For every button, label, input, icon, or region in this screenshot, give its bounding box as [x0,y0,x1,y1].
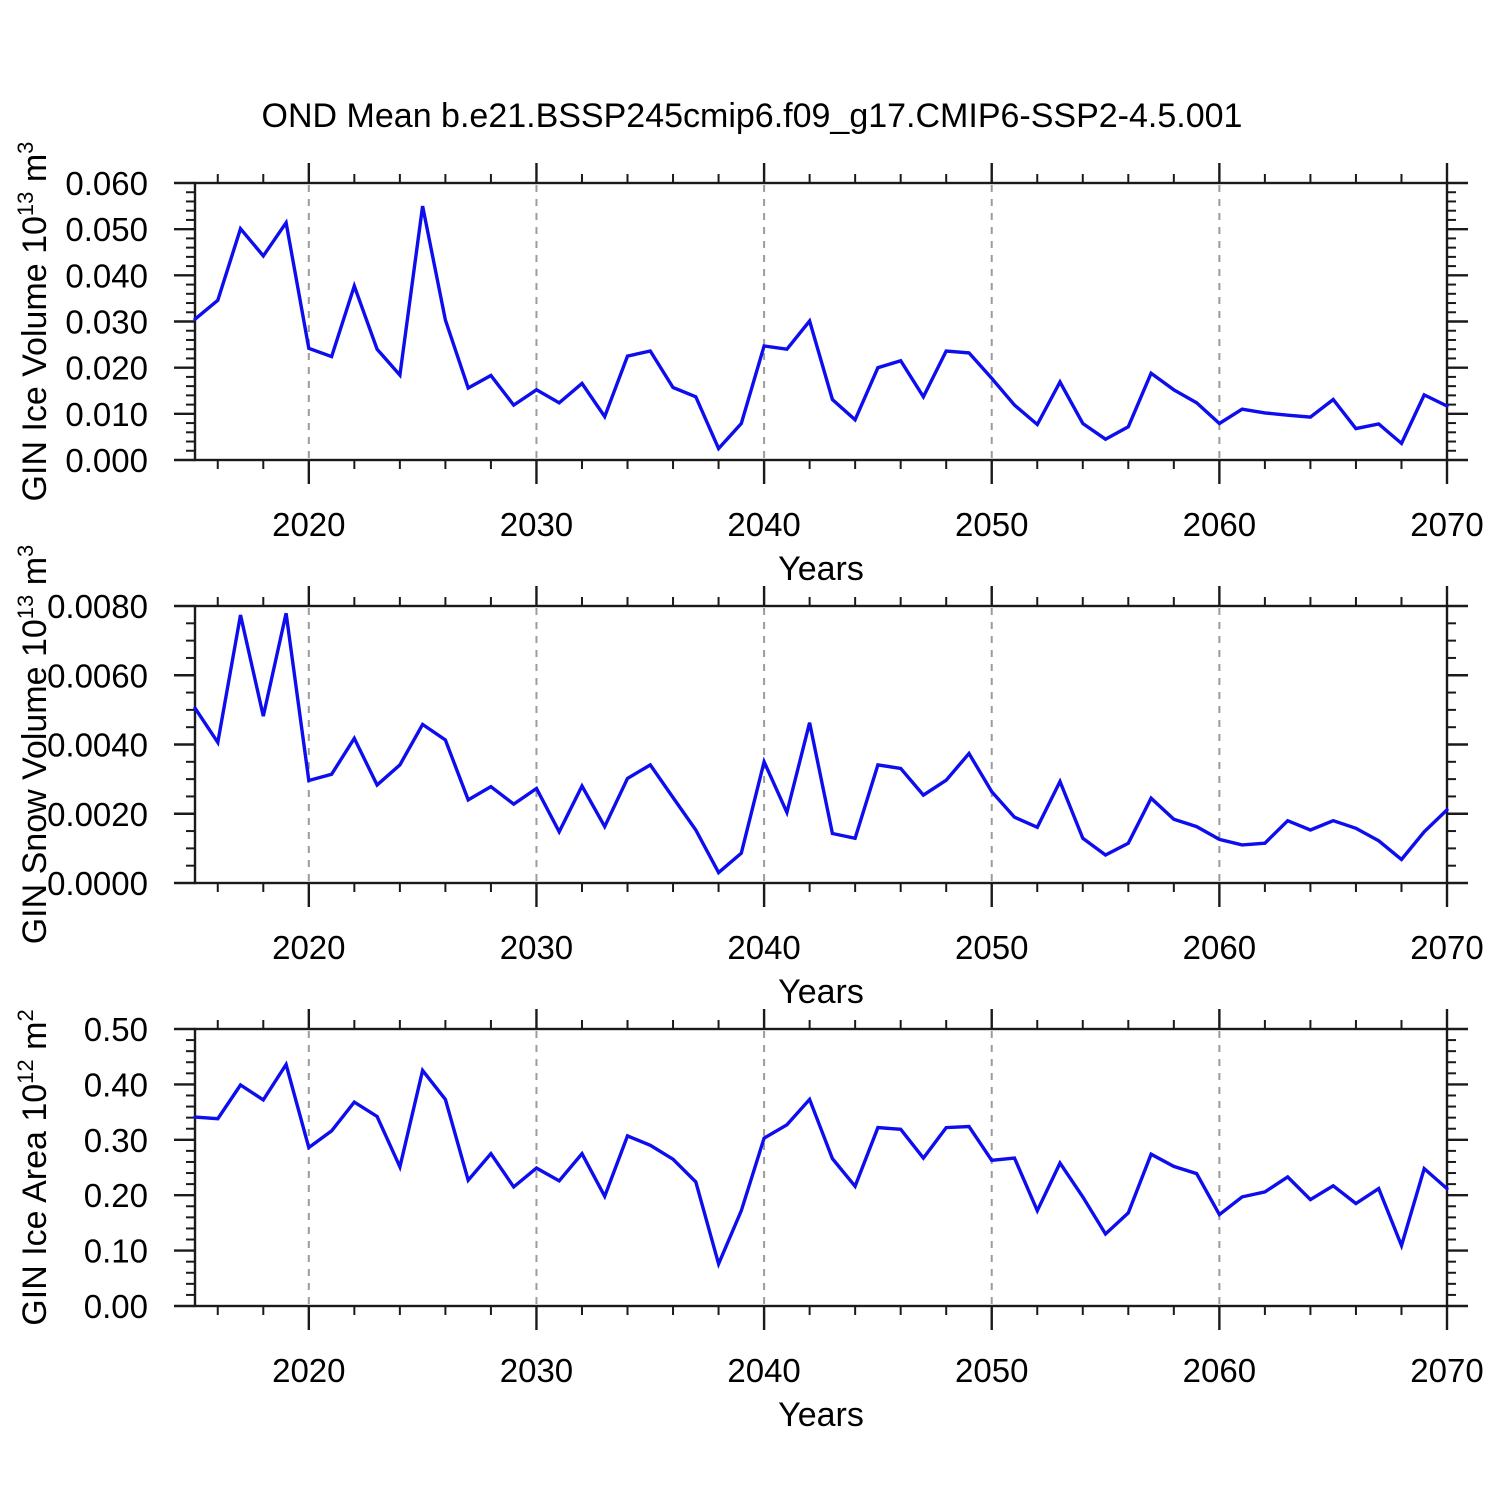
y-tick-label: 0.020 [65,350,148,387]
y-axis-title: GIN Snow Volume 1013 m3 [13,545,54,945]
x-tick-label: 2070 [1410,929,1483,966]
y-tick-label: 0.030 [65,304,148,341]
gin-ice-volume-chart: 2020 2030 2040 2050 2060 2070 0.000 0.010 0.020 0… [13,142,1484,588]
y-tick-label: 0.0040 [47,727,148,764]
x-tick-label: 2040 [727,506,800,543]
y-tick-label: 0.0060 [47,657,148,694]
plot-frame [193,1027,1449,1308]
gin-ice-area-chart: 2020 2030 2040 2050 2060 2070 0.00 0.10 0.20 0.30… [13,1009,1484,1434]
x-tick-label: 2030 [500,929,573,966]
x-axis-title: Years [778,550,864,588]
y-tick-label: 0.40 [84,1066,148,1103]
y-axis-title: GIN Ice Volume 1013 m3 [13,142,54,502]
plot-frame [193,604,1449,885]
y-tick-label: 0.000 [65,442,148,479]
x-tick-label: 2030 [500,506,573,543]
y-tick-label: 0.20 [84,1177,148,1214]
y-axis-title: GIN Ice Area 1012 m2 [13,1009,54,1325]
gin-ice-area-line [193,1060,1449,1270]
y-tick-label: 0.50 [84,1011,148,1048]
x-tick-label: 2060 [1183,506,1256,543]
x-tick-label: 2040 [727,1352,800,1389]
x-tick-label: 2040 [727,929,800,966]
y-tick-label: 0.0000 [47,865,148,902]
gin-snow-volume-line [193,612,1449,876]
y-tick-label: 0.30 [84,1122,148,1159]
x-tick-label: 2020 [272,929,345,966]
gin-ice-volume-line [193,205,1449,452]
x-tick-label: 2070 [1410,506,1483,543]
x-tick-label: 2050 [955,1352,1028,1389]
y-tick-label: 0.040 [65,257,148,294]
x-tick-label: 2020 [272,1352,345,1389]
x-tick-label: 2070 [1410,1352,1483,1389]
y-tick-label: 0.050 [65,211,148,248]
x-tick-label: 2020 [272,506,345,543]
y-tick-label: 0.00 [84,1288,148,1325]
plot-frame [193,181,1449,462]
plot-title: OND Mean b.e21.BSSP245cmip6.f09_g17.CMIP… [261,97,1243,135]
x-tick-label: 2030 [500,1352,573,1389]
y-tick-label: 0.010 [65,396,148,433]
y-tick-label: 0.10 [84,1233,148,1270]
x-tick-label: 2060 [1183,1352,1256,1389]
y-tick-label: 0.0080 [47,588,148,625]
x-axis-title: Years [778,973,864,1011]
x-tick-label: 2050 [955,506,1028,543]
x-tick-label: 2060 [1183,929,1256,966]
x-axis-title: Years [778,1396,864,1434]
y-tick-label: 0.0020 [47,796,148,833]
x-tick-label: 2050 [955,929,1028,966]
y-tick-label: 0.060 [65,165,148,202]
gin-snow-volume-chart: 2020 2030 2040 2050 2060 2070 0.0000 0.0020 0.00… [13,545,1484,1011]
